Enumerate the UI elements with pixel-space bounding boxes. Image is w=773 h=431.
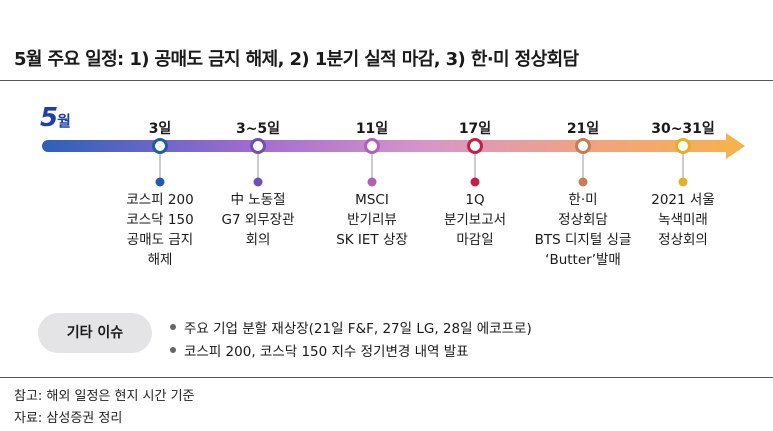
event-line: ‘Butter’발매 (545, 252, 621, 268)
month-label: 5월 (40, 103, 71, 133)
event-description: MSCI 반기리뷰 SK IET 상장 (336, 190, 408, 250)
event-line: 해제 (147, 252, 173, 268)
event-date: 3일 (148, 121, 172, 137)
event-line: 반기리뷰 (347, 212, 397, 228)
event-marker (250, 138, 266, 187)
event-line: MSCI (355, 192, 389, 208)
bullet-icon (170, 347, 176, 353)
event-date: 17일 (458, 121, 492, 137)
event-date: 30~31일 (651, 121, 715, 137)
event-marker (152, 138, 168, 187)
event-line: 코스피 200 (126, 192, 194, 208)
event-line: 녹색미래 (658, 212, 708, 228)
event-line: 정상회의 (658, 232, 708, 248)
page-title: 5월 주요 일정: 1) 공매도 금지 해제, 2) 1분기 실적 마감, 3)… (14, 49, 579, 70)
event-line: 정상회담 (558, 212, 608, 228)
event-line: 한·미 (568, 192, 598, 208)
timeline-arrow (42, 133, 745, 159)
event-date: 11일 (355, 121, 389, 137)
event-marker (467, 138, 483, 187)
event-line: 中 노동절 (230, 192, 286, 208)
event-marker (675, 138, 691, 187)
other-issue-item: 코스피 200, 코스닥 150 지수 정기변경 내역 발표 (170, 340, 469, 360)
event-line: 코스닥 150 (126, 212, 194, 228)
bullet-icon (170, 324, 176, 330)
event-line: BTS 디지털 싱글 (534, 232, 632, 248)
event-line: 공매도 금지 (126, 232, 194, 248)
event-line: 마감일 (456, 232, 494, 248)
event-line: G7 외무장관 (221, 212, 295, 228)
bottom-divider (0, 377, 773, 378)
event-line: 2021 서울 (651, 192, 715, 208)
event-line: SK IET 상장 (336, 232, 408, 248)
event-line: 분기보고서 (443, 212, 507, 228)
other-issues-label: 기타 이슈 (38, 313, 152, 353)
event-marker (364, 138, 380, 187)
event-line: 회의 (245, 232, 271, 248)
footnote-reference: 참고: 해외 일정은 현지 시간 기준 (14, 389, 195, 404)
other-issue-item: 주요 기업 분할 재상장(21일 F&F, 27일 LG, 28일 에코프로) (170, 317, 532, 337)
event-date: 3~5일 (235, 121, 281, 137)
top-divider (0, 80, 773, 81)
event-marker (575, 138, 591, 187)
timeline-markers (152, 138, 691, 187)
event-line: 1Q (465, 192, 485, 208)
footnote-source: 자료: 삼성증권 정리 (14, 411, 123, 426)
event-date: 21일 (566, 121, 600, 137)
